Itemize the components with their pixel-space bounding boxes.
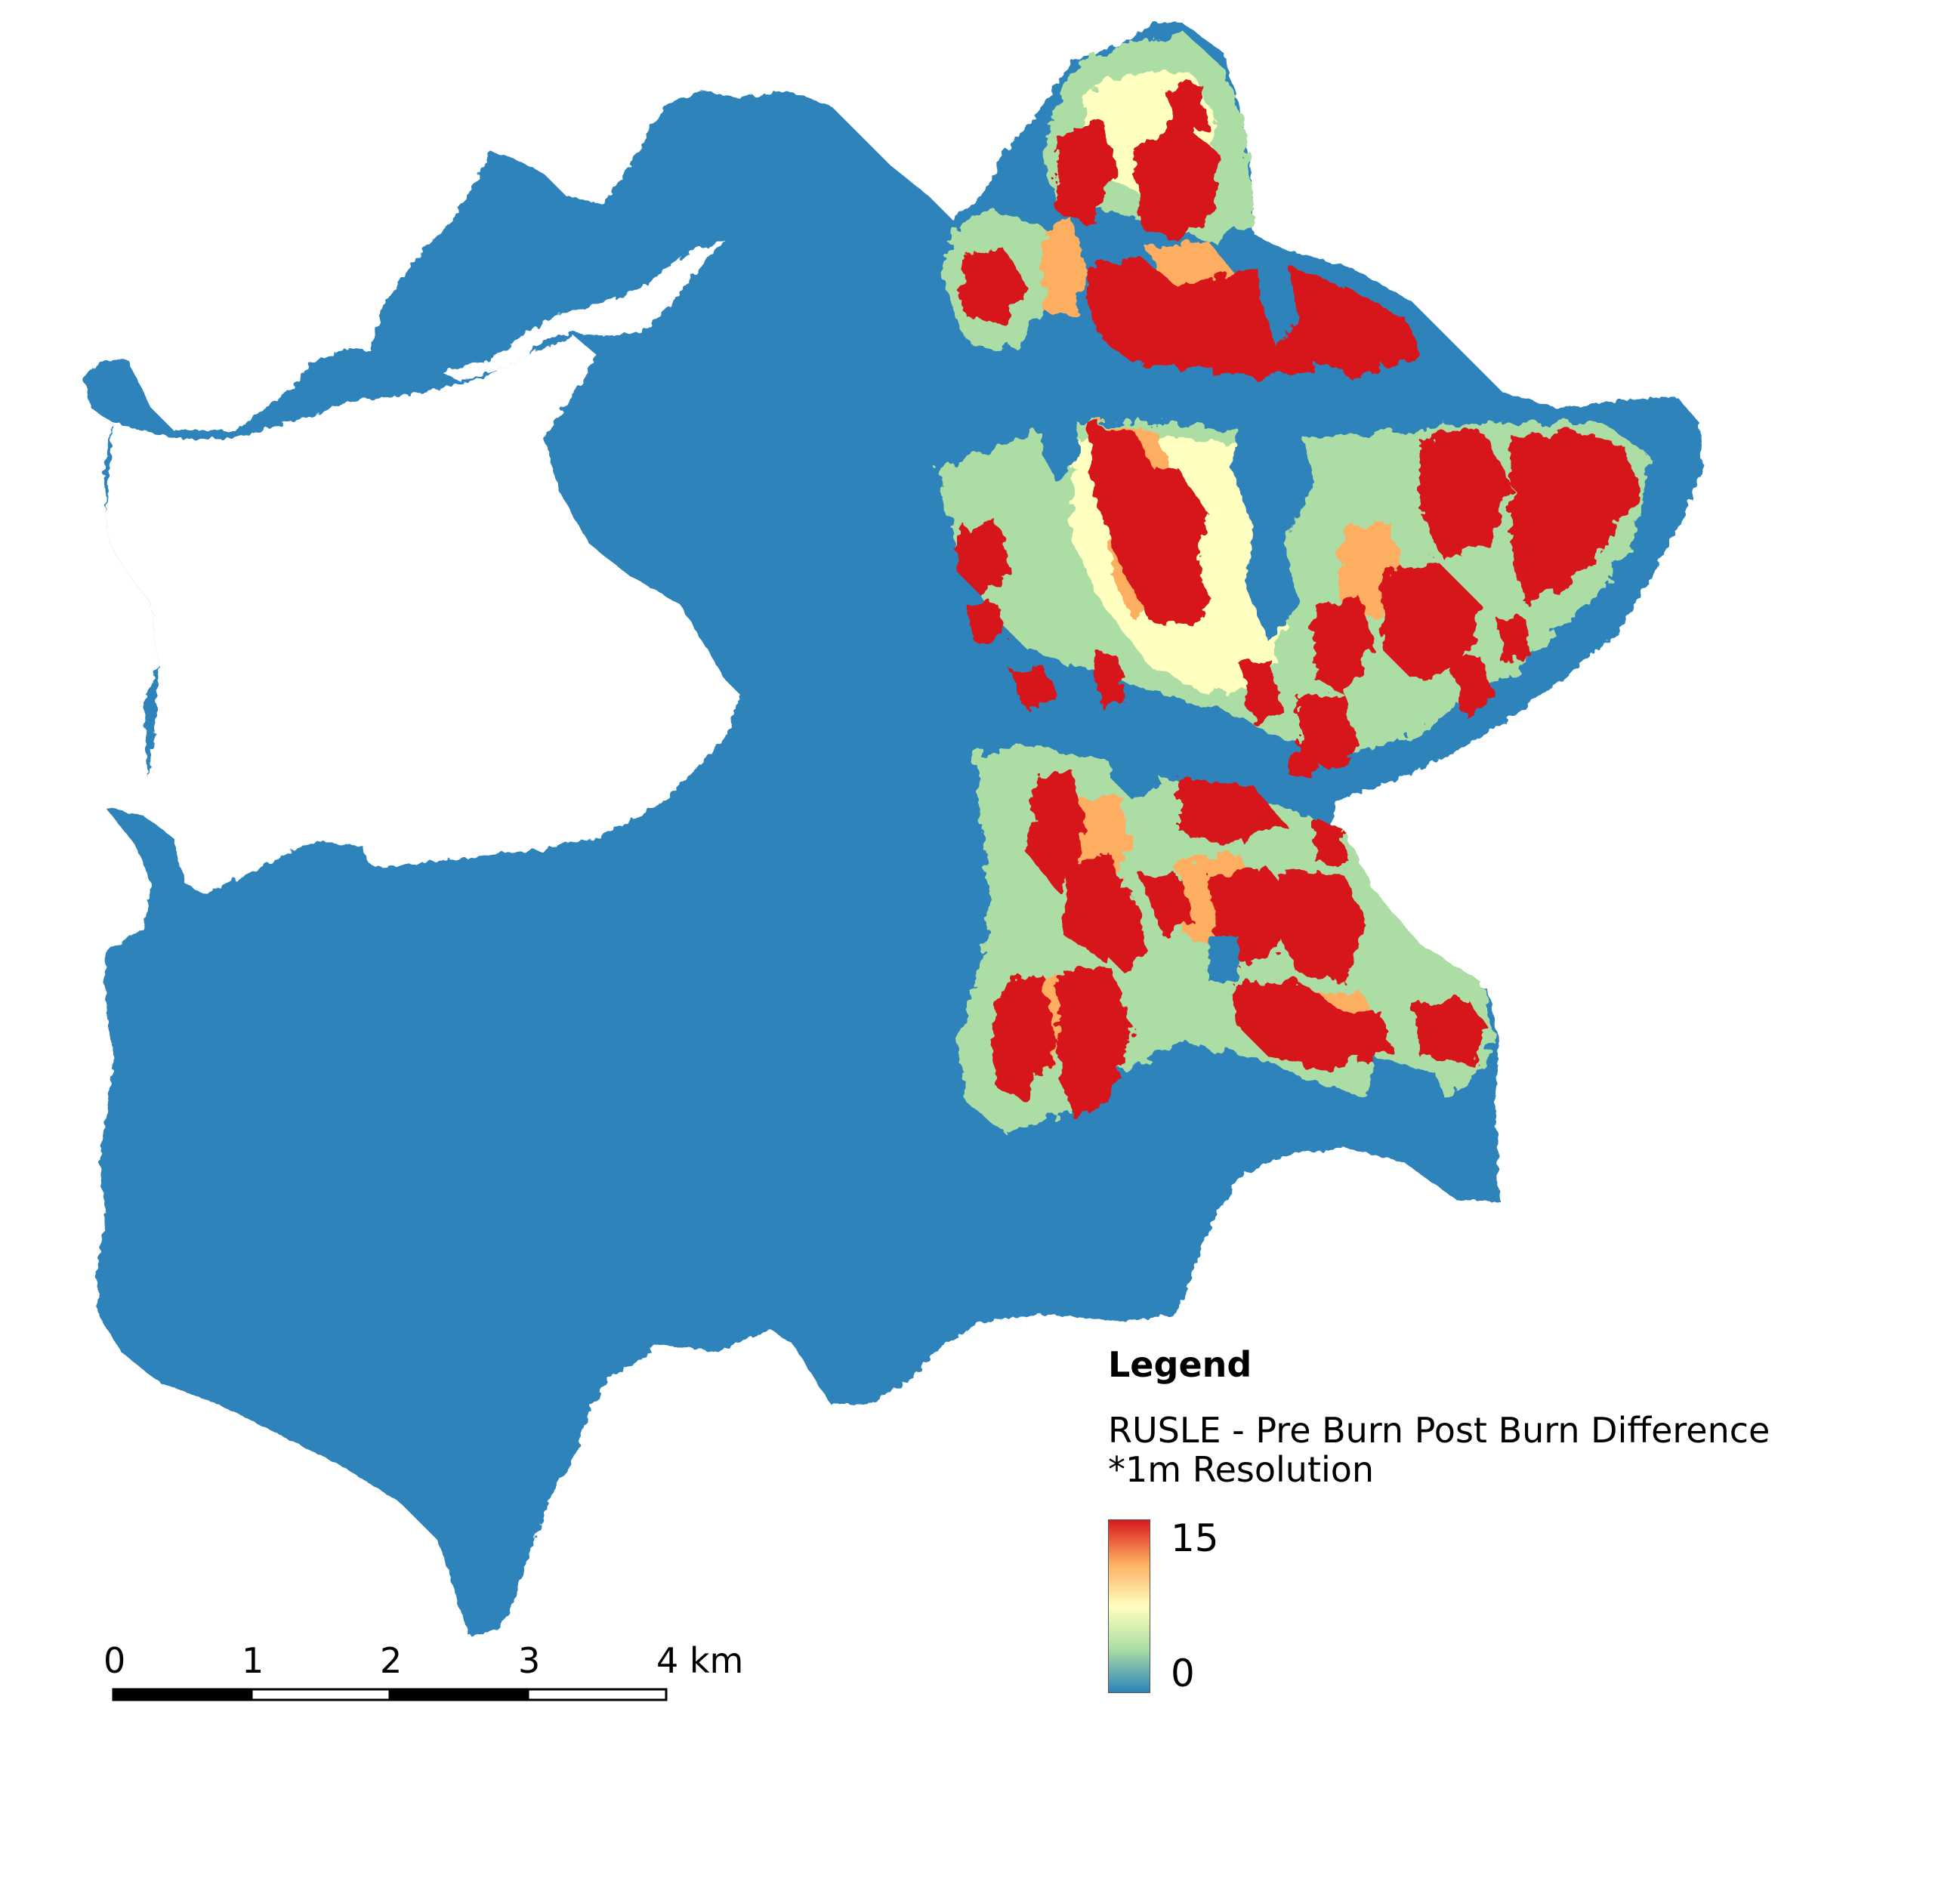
burn-patch	[1284, 748, 1322, 778]
scale-label-3: 3	[518, 1640, 541, 1681]
scale-segment-4	[526, 1688, 668, 1701]
scale-segment-3	[388, 1688, 529, 1701]
legend-layer-name: RUSLE - Pre Burn Post Burn Difference *1…	[1108, 1411, 1770, 1489]
burn-patch	[967, 604, 1005, 642]
legend-min-label: 0	[1171, 1652, 1195, 1695]
burn-patch	[1314, 597, 1375, 695]
burn-patch	[1057, 967, 1133, 1118]
burn-patch	[1012, 665, 1057, 710]
legend-layer-line-1: RUSLE - Pre Burn Post Burn Difference	[1108, 1410, 1770, 1451]
burn-patch	[1133, 468, 1208, 574]
burn-patch	[959, 249, 1027, 325]
burn-patch	[1276, 868, 1367, 982]
burn-patch	[1057, 121, 1118, 227]
burn-patch	[1133, 121, 1216, 242]
burn-high-patches	[959, 83, 1639, 1118]
burn-patch	[1344, 1012, 1390, 1065]
burn-patch	[1231, 982, 1360, 1072]
burn-patch	[1412, 997, 1488, 1065]
excluded-area	[106, 336, 740, 906]
burn-patch	[1103, 884, 1148, 974]
scale-bar	[112, 1688, 668, 1701]
burn-patch	[1511, 430, 1639, 604]
burn-patch	[1163, 83, 1208, 136]
scale-label-2: 2	[380, 1640, 403, 1681]
scale-label-0: 0	[103, 1640, 126, 1681]
burn-patch	[1450, 657, 1495, 717]
scale-label-1: 1	[242, 1640, 264, 1681]
burn-patch	[959, 521, 1012, 597]
burn-patch	[1095, 649, 1125, 710]
burn-patch	[1141, 876, 1193, 936]
legend-color-ramp	[1108, 1519, 1150, 1693]
burn-patch	[1088, 257, 1420, 378]
legend-title: Legend	[1108, 1344, 1252, 1385]
burn-patch	[1239, 657, 1284, 725]
watershed-southwest	[97, 687, 831, 1635]
unburned-channels	[1042, 242, 1450, 1118]
burn-patch	[1314, 816, 1344, 868]
scale-segment-1	[112, 1688, 253, 1701]
burn-patch	[1420, 430, 1511, 559]
scale-segment-2	[250, 1688, 391, 1701]
burn-patch	[1495, 619, 1533, 665]
legend-max-label: 15	[1171, 1516, 1219, 1560]
burn-patch	[1178, 778, 1284, 846]
legend-layer-line-2: *1m Resolution	[1108, 1449, 1375, 1490]
scale-label-4: 4 km	[656, 1640, 744, 1681]
burn-patch	[1382, 559, 1480, 680]
burn-patch	[989, 974, 1057, 1103]
